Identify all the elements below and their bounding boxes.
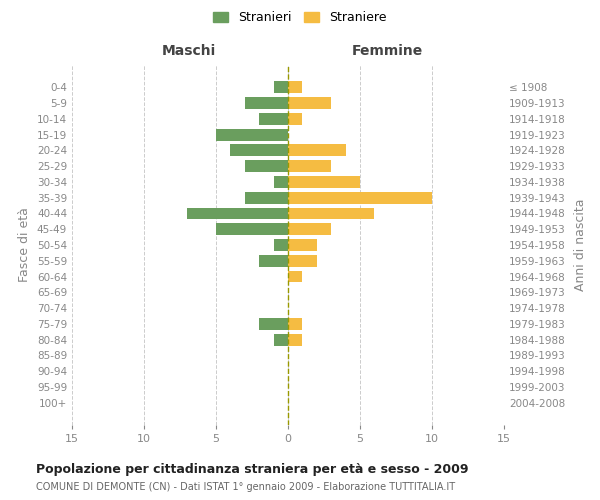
Text: Maschi: Maschi xyxy=(161,44,216,58)
Bar xyxy=(288,318,302,330)
Bar xyxy=(288,255,317,266)
Bar xyxy=(288,113,302,124)
Bar xyxy=(259,113,288,124)
Bar xyxy=(187,208,288,220)
Bar xyxy=(288,82,302,93)
Text: Popolazione per cittadinanza straniera per età e sesso - 2009: Popolazione per cittadinanza straniera p… xyxy=(36,462,469,475)
Bar xyxy=(245,192,288,203)
Bar xyxy=(288,192,432,203)
Bar xyxy=(274,334,288,345)
Bar xyxy=(288,160,331,172)
Bar xyxy=(288,176,360,188)
Bar xyxy=(288,270,302,282)
Bar xyxy=(274,176,288,188)
Bar xyxy=(288,334,302,345)
Bar xyxy=(288,97,331,109)
Bar xyxy=(288,239,317,251)
Y-axis label: Anni di nascita: Anni di nascita xyxy=(574,198,587,291)
Bar xyxy=(288,208,374,220)
Bar xyxy=(288,224,331,235)
Bar xyxy=(216,224,288,235)
Bar xyxy=(259,318,288,330)
Bar xyxy=(230,144,288,156)
Text: COMUNE DI DEMONTE (CN) - Dati ISTAT 1° gennaio 2009 - Elaborazione TUTTITALIA.IT: COMUNE DI DEMONTE (CN) - Dati ISTAT 1° g… xyxy=(36,482,455,492)
Bar xyxy=(245,97,288,109)
Y-axis label: Fasce di età: Fasce di età xyxy=(19,208,31,282)
Text: Femmine: Femmine xyxy=(352,44,423,58)
Bar xyxy=(259,255,288,266)
Bar xyxy=(274,82,288,93)
Bar xyxy=(288,144,346,156)
Bar xyxy=(245,160,288,172)
Legend: Stranieri, Straniere: Stranieri, Straniere xyxy=(208,6,392,29)
Bar xyxy=(274,239,288,251)
Bar xyxy=(216,128,288,140)
